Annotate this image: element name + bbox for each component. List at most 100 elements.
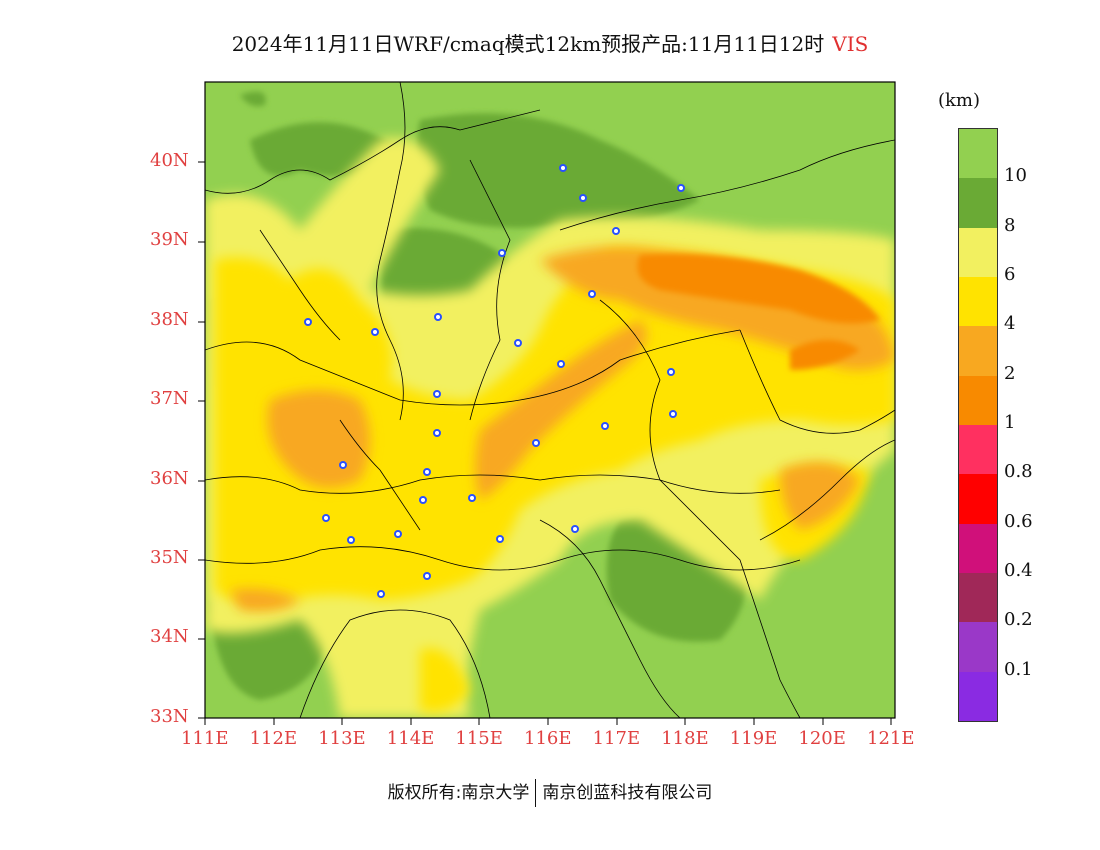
station-marker: [579, 194, 587, 202]
footer-copyright: 版权所有:南京大学 南京创蓝科技有限公司: [0, 778, 1100, 807]
boundary-8: [559, 139, 895, 231]
station-marker: [419, 496, 427, 504]
station-marker: [669, 410, 677, 418]
boundary-3: [469, 159, 511, 421]
boundary-4: [205, 329, 741, 406]
legend-swatch: [959, 178, 997, 228]
field-dark-green-3: [416, 113, 700, 228]
y-tick-label: 37N: [150, 388, 189, 410]
legend-label: 2: [1004, 362, 1016, 384]
legend-swatch: [959, 326, 997, 376]
x-tick-label: 116E: [524, 728, 572, 749]
tick-marks: [198, 161, 892, 725]
station-marker: [677, 184, 685, 192]
legend-label: 0.2: [1004, 609, 1033, 631]
legend-label: 4: [1004, 313, 1016, 335]
station-marker: [514, 339, 522, 347]
legend-swatch: [959, 375, 997, 425]
field-dark-orange: [637, 254, 880, 324]
field-orange-4: [780, 462, 860, 530]
field-layer: [205, 82, 895, 718]
boundary-1: [205, 109, 541, 194]
x-tick-label: 113E: [318, 728, 366, 749]
y-tick-label: 40N: [150, 150, 189, 171]
legend-label: 0.1: [1004, 658, 1033, 680]
station-marker: [371, 328, 379, 336]
legend-label: 8: [1004, 214, 1016, 236]
station-marker: [322, 514, 330, 522]
x-tick-label: 111E: [181, 728, 229, 749]
station-marker: [559, 164, 567, 172]
station-marker: [612, 227, 620, 235]
title-main: 2024年11月11日WRF/cmaq模式12km预报产品:11月11日12时: [231, 32, 825, 56]
legend-label: 0.6: [1004, 510, 1033, 532]
station-marker: [434, 313, 442, 321]
boundary-9: [599, 299, 801, 718]
x-tick-label: 121E: [867, 728, 915, 749]
station-marker: [339, 461, 347, 469]
y-tick-label: 34N: [150, 626, 189, 648]
station-marker: [347, 536, 355, 544]
boundary-7: [299, 609, 491, 718]
station-marker: [601, 422, 609, 430]
x-tick-label: 115E: [455, 728, 503, 749]
plot-frame: [204, 81, 896, 719]
legend-swatch: [959, 523, 997, 573]
y-tick-label: 33N: [150, 705, 189, 727]
legend-label: 10: [1004, 165, 1027, 187]
x-tick-label: 118E: [661, 728, 709, 749]
legend-unit: (km): [938, 90, 981, 111]
station-marker: [377, 590, 385, 598]
legend-label: 1: [1004, 412, 1016, 433]
boundary-2: [376, 82, 406, 421]
x-tick-label: 119E: [729, 728, 778, 749]
coastline-shandong: [739, 329, 895, 434]
stations: [304, 164, 685, 598]
legend-swatch: [959, 474, 997, 524]
legend-swatch: [959, 424, 997, 475]
legend-swatch: [959, 622, 997, 672]
station-marker: [433, 429, 441, 437]
field-orange-2: [475, 320, 647, 500]
coastline-jiangsu: [759, 439, 895, 541]
legend-swatch: [959, 671, 997, 721]
admin-boundaries: [205, 82, 895, 718]
footer-left: 版权所有:南京大学: [387, 783, 530, 803]
map-title: 2024年11月11日WRF/cmaq模式12km预报产品:11月11日12时 V…: [0, 28, 1100, 57]
station-marker: [423, 468, 431, 476]
station-marker: [423, 572, 431, 580]
legend-swatch: [959, 572, 997, 623]
field-dark-orange-2: [790, 340, 860, 370]
legend-label: 0.8: [1004, 461, 1033, 483]
y-tick-label: 39N: [150, 229, 189, 251]
station-marker: [468, 494, 476, 502]
boundary-11: [259, 229, 341, 341]
station-marker: [304, 318, 312, 326]
legend-colorbar: [958, 128, 998, 722]
footer-right: 南京创蓝科技有限公司: [542, 783, 713, 803]
x-tick-label: 112E: [249, 728, 298, 749]
x-tick-label: 114E: [386, 728, 435, 749]
x-tick-label: 117E: [592, 728, 641, 749]
footer-separator: [535, 779, 537, 807]
boundary-5: [205, 474, 781, 494]
station-marker: [498, 249, 506, 257]
station-marker: [588, 290, 596, 298]
legend-swatch: [959, 129, 997, 179]
x-tick-label: 120E: [798, 728, 846, 749]
field-yellow: [215, 250, 895, 604]
station-marker: [433, 390, 441, 398]
station-marker: [394, 530, 402, 538]
y-tick-label: 35N: [150, 547, 189, 568]
station-marker: [571, 525, 579, 533]
station-marker: [557, 360, 565, 368]
boundary-12: [339, 419, 421, 531]
station-marker: [496, 535, 504, 543]
title-variable: VIS: [832, 32, 869, 56]
field-yellow-south: [420, 648, 470, 712]
station-marker: [667, 368, 675, 376]
field-orange-3: [540, 246, 895, 370]
legend-label: 0.4: [1004, 560, 1033, 581]
y-tick-label: 36N: [150, 467, 189, 489]
